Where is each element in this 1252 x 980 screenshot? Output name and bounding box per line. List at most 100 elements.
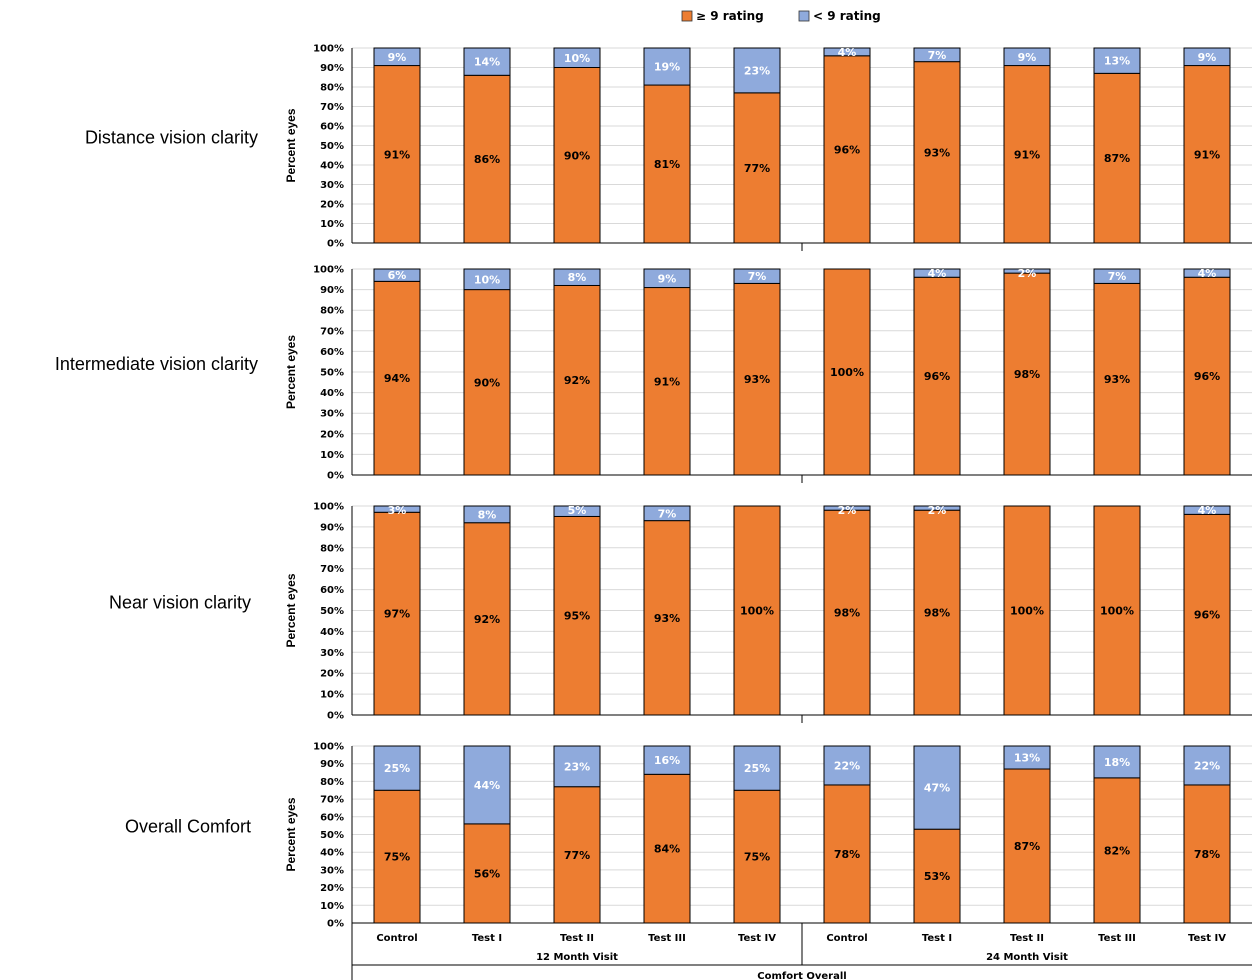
legend-label-low: < 9 rating bbox=[813, 9, 881, 23]
bar-high bbox=[823, 784, 871, 924]
data-label-low: 13% bbox=[1104, 55, 1130, 68]
data-label-low: 22% bbox=[834, 759, 860, 772]
y-tick-label: 0% bbox=[327, 471, 344, 482]
data-label-high: 91% bbox=[384, 148, 410, 161]
bar-high bbox=[1003, 505, 1051, 716]
data-label-low: 6% bbox=[388, 269, 407, 282]
bar-low bbox=[373, 47, 421, 67]
x-category-label: Test III bbox=[1098, 933, 1136, 944]
bar-low bbox=[1183, 505, 1231, 515]
data-label-low: 2% bbox=[838, 504, 857, 517]
y-tick-label: 80% bbox=[320, 777, 344, 788]
bar-low bbox=[733, 745, 781, 791]
bar-low bbox=[1003, 745, 1051, 770]
y-tick-label: 80% bbox=[320, 83, 344, 94]
y-tick-label: 60% bbox=[320, 122, 344, 133]
x-category-label: Test I bbox=[922, 933, 952, 944]
bar-high bbox=[553, 67, 601, 244]
data-label-high: 96% bbox=[834, 143, 860, 156]
bar-low bbox=[1183, 47, 1231, 67]
y-tick-label: 40% bbox=[320, 848, 344, 859]
bar-high bbox=[1003, 768, 1051, 924]
bar-high bbox=[913, 61, 961, 244]
data-label-high: 90% bbox=[564, 149, 590, 162]
data-label-low: 3% bbox=[388, 504, 407, 517]
bar-high bbox=[1183, 513, 1231, 716]
bar-high bbox=[1183, 65, 1231, 244]
y-tick-label: 100% bbox=[313, 502, 344, 513]
data-label-low: 7% bbox=[1108, 270, 1127, 283]
bar-low bbox=[553, 47, 601, 68]
y-tick-label: 20% bbox=[320, 669, 344, 680]
data-label-low: 4% bbox=[838, 46, 857, 59]
data-label-high: 91% bbox=[1194, 148, 1220, 161]
data-label-low: 7% bbox=[748, 270, 767, 283]
x-category-label: Test II bbox=[1010, 933, 1044, 944]
data-label-high: 81% bbox=[654, 158, 680, 171]
data-label-high: 91% bbox=[654, 375, 680, 388]
data-label-high: 92% bbox=[474, 613, 500, 626]
bar-high bbox=[733, 92, 781, 244]
data-label-low: 44% bbox=[474, 779, 500, 792]
x-category-label: Test IV bbox=[1188, 933, 1226, 944]
y-tick-label: 40% bbox=[320, 627, 344, 638]
y-axis-title: Percent eyes bbox=[284, 797, 298, 871]
data-label-low: 8% bbox=[478, 508, 497, 521]
bar-high bbox=[373, 65, 421, 244]
panel-2: 0% 10% 20% 30% 40% 50% 60% 70% 80% 90% 100% Percent… bbox=[55, 265, 1252, 483]
data-label-low: 2% bbox=[928, 504, 947, 517]
data-label-high: 77% bbox=[744, 162, 770, 175]
row-label: Intermediate vision clarity bbox=[55, 354, 258, 374]
x-category-label: Test IV bbox=[738, 933, 776, 944]
group-label-12-month: 12 Month Visit bbox=[536, 952, 618, 963]
y-tick-label: 80% bbox=[320, 306, 344, 317]
bar-high bbox=[643, 773, 691, 924]
data-label-low: 18% bbox=[1104, 756, 1130, 769]
y-tick-label: 90% bbox=[320, 759, 344, 770]
y-tick-label: 10% bbox=[320, 219, 344, 230]
bar-high bbox=[913, 509, 961, 716]
bar-high bbox=[643, 287, 691, 476]
y-tick-label: 20% bbox=[320, 429, 344, 440]
data-label-low: 9% bbox=[1198, 51, 1217, 64]
panel-4: 0% 10% 20% 30% 40% 50% 60% 70% 80% 90% 100% Percent… bbox=[125, 742, 1252, 930]
bar-low bbox=[463, 47, 511, 76]
x-category-label: Control bbox=[376, 933, 417, 944]
y-tick-label: 10% bbox=[320, 450, 344, 461]
data-label-high: 78% bbox=[834, 848, 860, 861]
bar-low bbox=[643, 47, 691, 86]
y-tick-label: 30% bbox=[320, 180, 344, 191]
bar-low bbox=[553, 745, 601, 788]
bar-low bbox=[643, 505, 691, 522]
y-tick-label: 100% bbox=[313, 742, 344, 753]
data-label-low: 9% bbox=[658, 272, 677, 285]
x-category-label: Test III bbox=[648, 933, 686, 944]
y-tick-label: 60% bbox=[320, 347, 344, 358]
data-label-low: 25% bbox=[384, 762, 410, 775]
y-tick-label: 60% bbox=[320, 585, 344, 596]
row-label: Near vision clarity bbox=[109, 593, 251, 613]
data-label-high: 98% bbox=[924, 607, 950, 620]
bar-high bbox=[373, 511, 421, 716]
bar-low bbox=[553, 505, 601, 517]
y-tick-label: 50% bbox=[320, 830, 344, 841]
x-axis: Control Test I Test II Test III Test IV Contr… bbox=[351, 923, 1252, 980]
data-label-low: 2% bbox=[1018, 267, 1037, 280]
bar-high bbox=[373, 280, 421, 476]
bar-low bbox=[1183, 268, 1231, 278]
data-label-high: 86% bbox=[474, 153, 500, 166]
y-tick-label: 70% bbox=[320, 795, 344, 806]
bar-high bbox=[463, 522, 511, 716]
data-label-low: 4% bbox=[928, 267, 947, 280]
y-tick-label: 80% bbox=[320, 543, 344, 554]
data-label-high: 93% bbox=[924, 146, 950, 159]
data-label-high: 75% bbox=[384, 851, 410, 864]
data-label-high: 91% bbox=[1014, 148, 1040, 161]
bar-high bbox=[463, 289, 511, 476]
x-category-label: Control bbox=[826, 933, 867, 944]
bar-high bbox=[1093, 777, 1141, 924]
data-label-high: 95% bbox=[564, 610, 590, 623]
data-label-high: 77% bbox=[564, 849, 590, 862]
bar-low bbox=[733, 268, 781, 284]
